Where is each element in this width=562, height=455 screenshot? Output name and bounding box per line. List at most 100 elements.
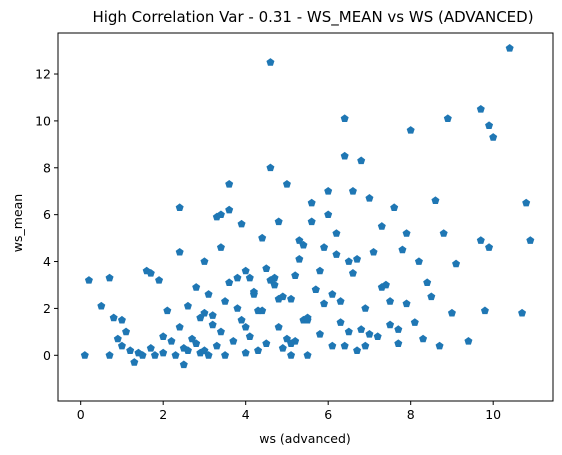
data-point [303, 351, 312, 359]
data-point [505, 44, 514, 52]
data-point [419, 334, 428, 343]
data-point [328, 290, 337, 298]
data-point [200, 346, 209, 354]
data-point [200, 308, 209, 317]
data-point [167, 337, 176, 345]
data-point [204, 351, 213, 359]
data-point [146, 269, 155, 277]
data-point [439, 229, 448, 237]
data-point [386, 297, 395, 305]
data-point [344, 327, 353, 336]
data-point [175, 203, 184, 212]
y-tick-label: 2 [43, 301, 51, 316]
data-point [489, 133, 498, 141]
data-point [266, 276, 275, 284]
data-point [179, 360, 188, 369]
x-axis: 0 2 4 6 8 10 [77, 401, 501, 422]
data-point [295, 236, 304, 244]
data-point [447, 308, 456, 317]
data-point [245, 273, 254, 282]
data-point [390, 203, 399, 212]
data-point [249, 290, 258, 298]
data-point [266, 163, 275, 172]
data-point [402, 229, 411, 237]
data-point [254, 306, 263, 315]
data-point [398, 245, 407, 254]
data-point [225, 179, 234, 188]
data-point [188, 334, 197, 343]
data-point [233, 273, 242, 282]
data-point [282, 334, 291, 343]
data-point [192, 283, 201, 291]
data-point [480, 306, 489, 315]
data-point [431, 196, 440, 204]
data-point [221, 351, 230, 359]
data-point [307, 198, 316, 207]
data-point [109, 313, 118, 322]
data-point [332, 229, 341, 237]
data-point [229, 337, 238, 345]
plot-frame [57, 32, 554, 402]
y-tick-label: 6 [43, 207, 51, 222]
y-axis: 0 2 4 6 8 10 12 [35, 67, 58, 363]
data-point [324, 210, 333, 219]
data-point [320, 299, 329, 308]
data-point [377, 283, 386, 291]
data-point [485, 243, 494, 251]
x-tick-label: 4 [242, 407, 250, 422]
data-point [402, 299, 411, 308]
data-point [274, 217, 283, 226]
data-point [274, 294, 283, 303]
data-point [518, 308, 527, 317]
data-point [423, 278, 432, 287]
x-tick-label: 6 [324, 407, 332, 422]
data-point [122, 327, 131, 336]
data-point [266, 58, 275, 66]
data-points [80, 44, 535, 369]
data-point [476, 104, 485, 113]
data-point [159, 332, 168, 340]
data-point [192, 339, 201, 347]
data-point [344, 257, 353, 265]
data-point [208, 311, 217, 319]
data-point [526, 236, 535, 244]
data-point [278, 344, 287, 352]
x-axis-label: ws (advanced) [259, 431, 351, 446]
data-point [485, 121, 494, 129]
data-point [340, 151, 349, 160]
data-point [258, 233, 267, 242]
data-point [200, 257, 209, 265]
data-point [216, 210, 225, 219]
data-point [332, 250, 341, 258]
data-point [216, 327, 225, 336]
data-point [410, 318, 419, 326]
data-point [365, 194, 374, 202]
data-point [295, 254, 304, 263]
data-point [324, 187, 333, 195]
data-point [291, 271, 300, 279]
data-point [208, 320, 217, 329]
data-point [175, 247, 184, 256]
data-point [394, 325, 403, 333]
data-point [183, 346, 192, 354]
chart-title: High Correlation Var - 0.31 - WS_MEAN vs… [92, 8, 533, 27]
data-point [155, 276, 164, 284]
data-point [225, 205, 234, 214]
data-point [159, 348, 168, 357]
y-tick-label: 12 [35, 67, 51, 82]
data-point [241, 322, 250, 331]
data-point [443, 114, 452, 122]
data-point [117, 341, 126, 350]
data-point [105, 351, 114, 359]
data-point [117, 315, 126, 324]
data-point [452, 259, 461, 268]
data-point [361, 304, 370, 312]
data-point [97, 301, 106, 310]
data-point [377, 222, 386, 230]
data-point [315, 266, 324, 275]
data-point [353, 346, 362, 354]
data-point [406, 126, 415, 134]
data-point [357, 325, 366, 333]
data-point [340, 341, 349, 350]
data-point [287, 294, 296, 303]
